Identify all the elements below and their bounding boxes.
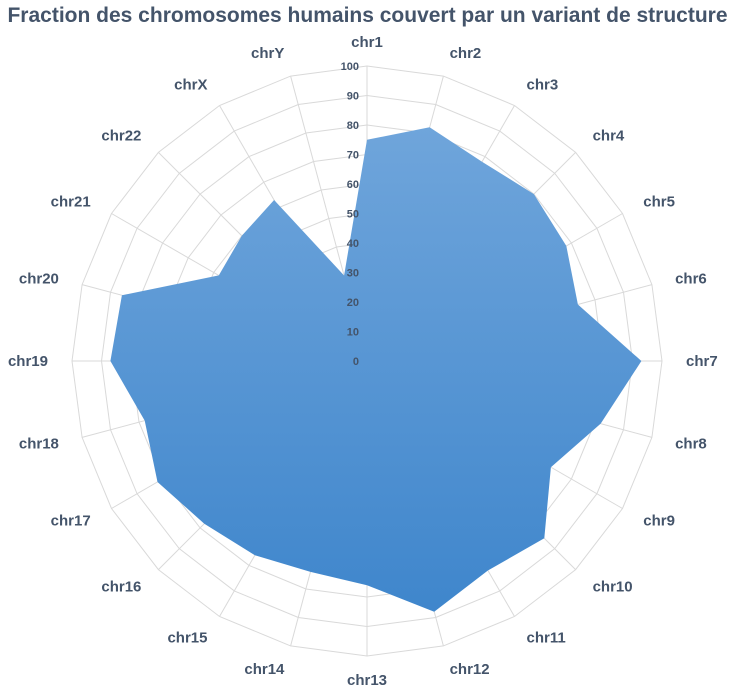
category-label-chr4: chr4 <box>593 127 625 144</box>
chart-title: Fraction des chromosomes humains couvert… <box>7 4 728 27</box>
category-labels: chr1 chr2 chr3 chr4 chr5 chr6 chr7 chr8 chr9 chr1… <box>8 34 718 689</box>
category-label-chr13: chr13 <box>347 672 387 689</box>
tick-label-50: 50 <box>347 209 359 221</box>
category-label-chr21: chr21 <box>51 194 91 211</box>
category-label-chr5: chr5 <box>643 194 675 211</box>
tick-label-90: 90 <box>347 91 359 103</box>
category-label-chrX: chrX <box>174 77 207 94</box>
category-label-chr3: chr3 <box>527 77 559 94</box>
tick-label-10: 10 <box>347 327 359 339</box>
category-label-chr20: chr20 <box>19 270 59 287</box>
tick-label-80: 80 <box>347 120 359 132</box>
tick-label-20: 20 <box>347 297 359 309</box>
tick-label-30: 30 <box>347 268 359 280</box>
category-label-chr1: chr1 <box>351 34 383 51</box>
tick-label-100: 100 <box>341 61 359 73</box>
category-label-chr16: chr16 <box>101 579 141 596</box>
tick-label-60: 60 <box>347 179 359 191</box>
category-label-chr14: chr14 <box>244 661 285 678</box>
radial-tick-labels: 0 10 20 30 40 50 60 70 80 90 100 <box>341 61 359 368</box>
tick-label-40: 40 <box>347 238 359 250</box>
category-label-chr7: chr7 <box>686 353 718 370</box>
series-area-0 <box>110 127 642 612</box>
category-label-chr11: chr11 <box>527 629 566 646</box>
category-label-chr9: chr9 <box>643 513 675 530</box>
category-label-chr15: chr15 <box>167 629 207 646</box>
category-label-chrY: chrY <box>251 45 284 62</box>
category-label-chr12: chr12 <box>450 661 490 678</box>
category-label-chr18: chr18 <box>19 436 59 453</box>
tick-label-70: 70 <box>347 150 359 162</box>
category-label-chr19: chr19 <box>8 353 48 370</box>
category-label-chr8: chr8 <box>675 436 707 453</box>
category-label-chr17: chr17 <box>51 513 91 530</box>
category-label-chr10: chr10 <box>593 579 633 596</box>
category-label-chr6: chr6 <box>675 270 707 287</box>
tick-label-0: 0 <box>353 356 359 368</box>
series-layer <box>110 127 642 612</box>
category-label-chr2: chr2 <box>450 45 482 62</box>
category-label-chr22: chr22 <box>101 127 141 144</box>
